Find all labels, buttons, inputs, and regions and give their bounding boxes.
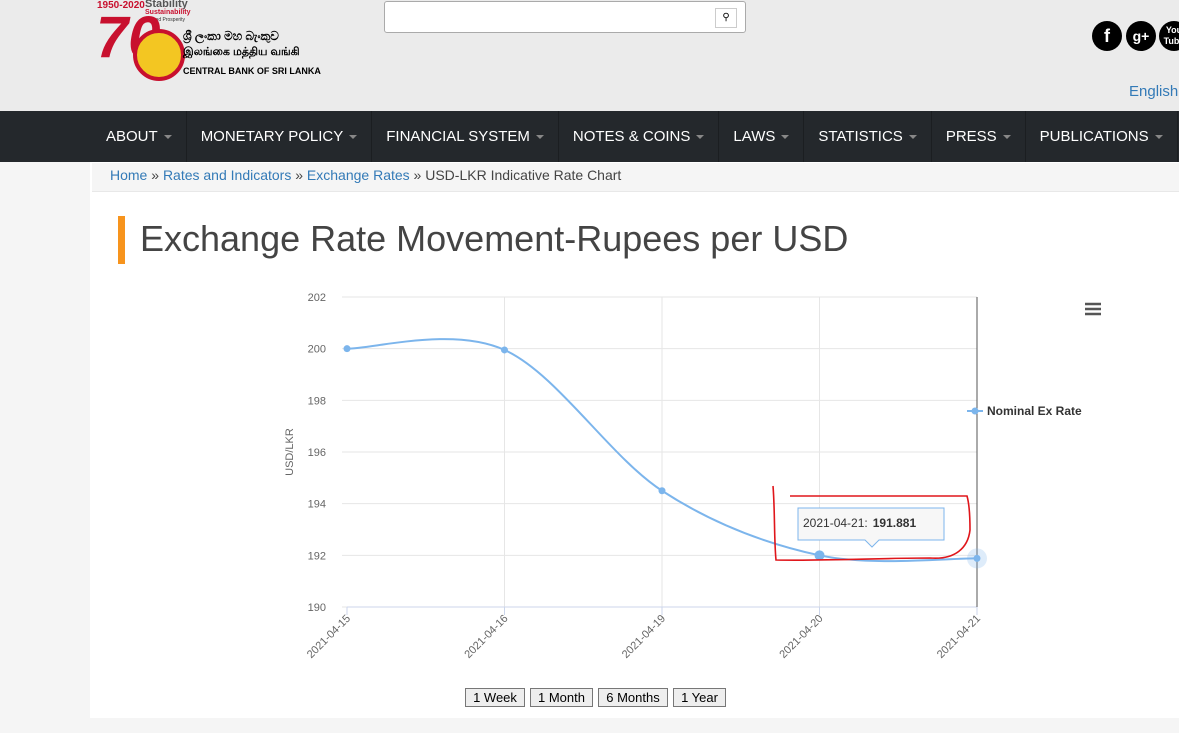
- tooltip-separator: :: [864, 516, 867, 530]
- social-icon[interactable]: You Tube: [1159, 21, 1179, 51]
- y-tick-label: 200: [308, 344, 326, 356]
- annotation-scribble: [772, 485, 971, 562]
- y-axis-label: USD/LKR: [284, 428, 296, 476]
- logo-tagline: Sustainability: [145, 9, 191, 16]
- breadcrumb-link[interactable]: Home: [110, 167, 148, 183]
- x-tick-label: 2021-04-20: [777, 613, 825, 661]
- search-box[interactable]: ⚲: [384, 1, 746, 33]
- point: [501, 346, 508, 354]
- breadcrumb-separator: »: [151, 167, 160, 183]
- x-tick-label: 2021-04-19: [620, 613, 668, 661]
- breadcrumb-link[interactable]: Rates and Indicators: [162, 167, 292, 183]
- logo-emblem: [133, 29, 185, 81]
- legend-marker: [971, 407, 979, 415]
- bank-name-english: CENTRAL BANK OF SRI LANKA: [183, 66, 321, 76]
- social-icon[interactable]: g+: [1126, 21, 1156, 51]
- breadcrumb: Home » Rates and Indicators » Exchange R…: [92, 163, 1179, 192]
- bank-name-tamil: இலங்கை மத்திய வங்கி: [183, 46, 300, 58]
- x-tick-label: 2021-04-16: [462, 613, 510, 661]
- range-button[interactable]: 1 Month: [530, 688, 593, 707]
- tooltip-date: 2021-04-21: [803, 516, 865, 530]
- menu-icon[interactable]: [1085, 302, 1101, 316]
- x-tick-label: 2021-04-15: [305, 613, 353, 661]
- title-accent: [118, 216, 125, 264]
- bank-name-sinhala: ශ්‍රී ලංකා මහ බැංකුව: [183, 29, 279, 43]
- social-icon[interactable]: f: [1092, 21, 1122, 51]
- range-button[interactable]: 1 Week: [465, 688, 525, 707]
- y-tick-label: 202: [308, 292, 326, 304]
- logo-tagline: Shared Prosperity: [145, 17, 186, 23]
- content: [90, 162, 1179, 718]
- x-tick-label: 2021-04-21: [935, 613, 983, 661]
- tooltip-value: 191.881: [873, 516, 917, 530]
- breadcrumb-current: USD-LKR Indicative Rate Chart: [425, 167, 622, 183]
- page-title: Exchange Rate Movement-Rupees per USD: [140, 218, 849, 259]
- search-button[interactable]: ⚲: [715, 8, 737, 28]
- y-tick-label: 196: [308, 447, 326, 459]
- logo-tagline: Stability: [145, 0, 188, 10]
- nav-bar: ABOUT MONETARY POLICY FINANCIAL SYSTEM NOTE…: [0, 111, 1179, 162]
- header: 1950-2020 Stability Sustainability Share…: [0, 0, 1179, 111]
- breadcrumb-separator: »: [295, 167, 304, 183]
- point: [814, 550, 825, 561]
- tooltip-text: 2021-04-21: 191.881: [803, 516, 916, 530]
- y-tick-label: 194: [308, 499, 326, 511]
- breadcrumb-link[interactable]: Exchange Rates: [306, 167, 410, 183]
- y-tick-label: 192: [308, 550, 326, 562]
- point: [973, 554, 981, 562]
- range-button[interactable]: 1 Year: [673, 688, 726, 707]
- language-link[interactable]: English: [1129, 83, 1179, 100]
- y-tick-label: 190: [308, 602, 326, 614]
- y-tick-label: 198: [308, 395, 326, 407]
- legend-label: Nominal Ex Rate: [987, 404, 1082, 418]
- point: [658, 487, 666, 495]
- logo-years: 1950-2020: [97, 0, 145, 11]
- breadcrumb-separator: »: [413, 167, 422, 183]
- point: [343, 345, 351, 353]
- range-button[interactable]: 6 Months: [598, 688, 668, 707]
- tooltip-box: [797, 507, 945, 548]
